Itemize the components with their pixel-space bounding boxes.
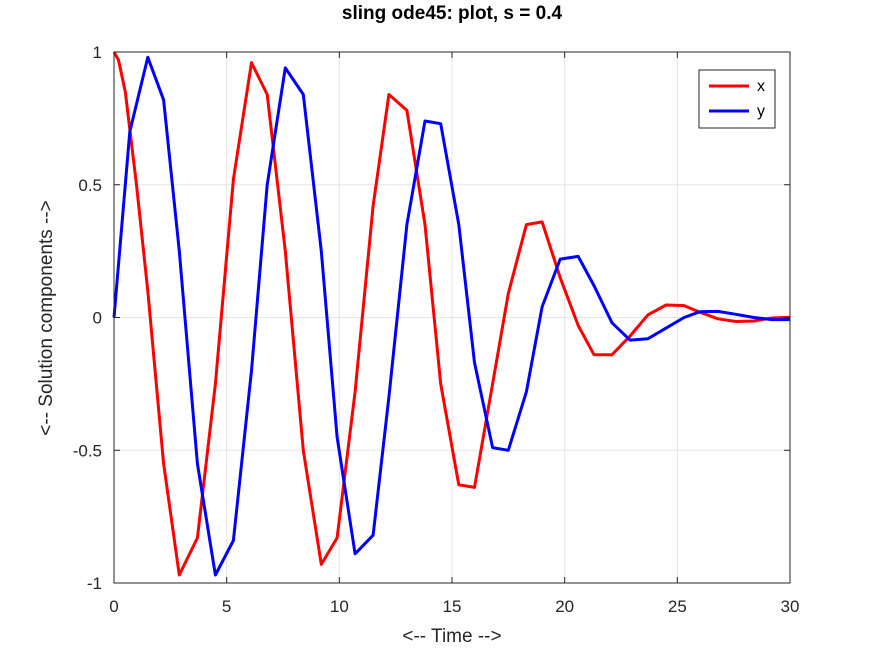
x-tick-label: 15	[443, 597, 462, 616]
y-axis-label: <-- Solution components -->	[36, 200, 57, 436]
x-tick-label: 25	[668, 597, 687, 616]
x-tick-label: 5	[222, 597, 231, 616]
chart-title: sling ode45: plot, s = 0.4	[342, 3, 563, 24]
x-tick-label: 30	[781, 597, 800, 616]
series-line-y	[112, 55, 790, 577]
x-tick-label: 20	[555, 597, 574, 616]
legend-label-x: x	[757, 78, 765, 95]
y-tick-label: -0.5	[73, 441, 102, 460]
legend-label-y: y	[757, 103, 765, 120]
legend-box	[698, 69, 776, 129]
y-tick-label: -1	[87, 574, 102, 593]
y-tick-label: 0.5	[78, 176, 102, 195]
ticks: 0 5 10 15 20 25 30 -1 -0.5 0 0.5 1	[73, 43, 800, 616]
legend: x y	[698, 69, 776, 129]
x-tick-label: 10	[330, 597, 349, 616]
x-axis-label: <-- Time -->	[402, 626, 501, 647]
y-tick-label: 1	[93, 43, 102, 62]
x-tick-label: 0	[109, 597, 118, 616]
series-line-x	[112, 51, 791, 577]
y-tick-label: 0	[93, 309, 102, 328]
series-group	[112, 51, 791, 577]
